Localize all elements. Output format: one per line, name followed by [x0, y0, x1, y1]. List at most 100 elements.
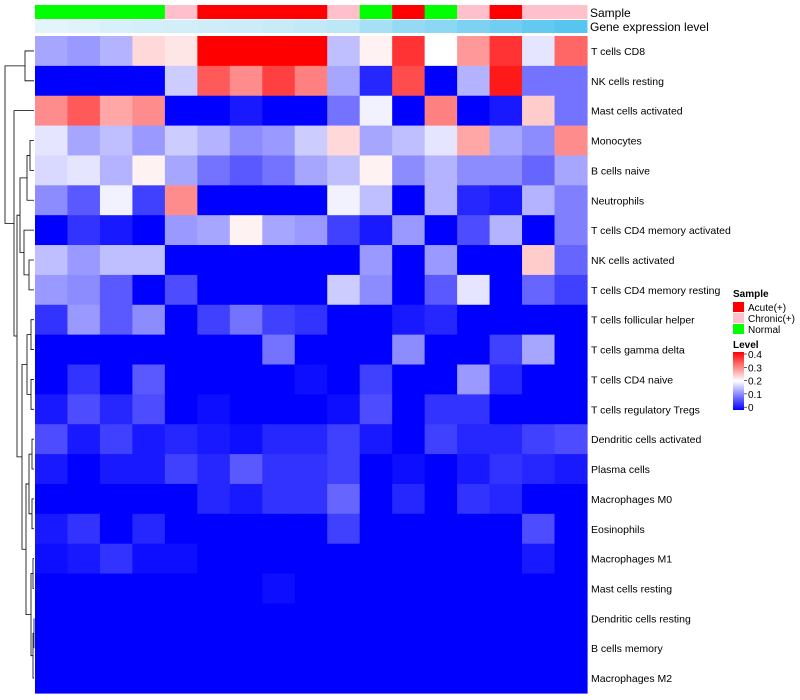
- gene-expression-annotation-cell: [229, 20, 263, 33]
- heatmap-cell: [229, 125, 263, 157]
- heatmap-cell: [35, 483, 69, 515]
- heatmap-cell: [294, 125, 328, 157]
- heatmap-cell: [35, 245, 69, 276]
- sample-legend-swatch: [733, 313, 744, 323]
- heatmap-cell: [132, 95, 166, 127]
- heatmap-cell: [262, 543, 296, 575]
- heatmap-cells: [35, 36, 588, 694]
- heatmap-cell: [457, 364, 491, 395]
- heatmap-cell: [327, 663, 361, 694]
- heatmap-cell: [457, 483, 491, 515]
- dendrogram-branch: [25, 483, 31, 616]
- heatmap-cell: [392, 663, 426, 694]
- heatmap-cell: [522, 424, 556, 455]
- heatmap-cell: [294, 513, 328, 545]
- row-label: T cells regulatory Tregs: [591, 404, 700, 416]
- dendrogram-branch: [28, 259, 34, 291]
- gene-expression-annotation-cell: [67, 20, 101, 33]
- heatmap-cell: [424, 274, 458, 306]
- sample-annotation-cell: [35, 5, 68, 19]
- heatmap-cell: [554, 36, 588, 67]
- heatmap-cell: [67, 483, 101, 515]
- sample-annotation-cell: [164, 5, 198, 19]
- heatmap-cell: [424, 424, 458, 455]
- heatmap-cell: [522, 603, 556, 634]
- gene-expression-annotation-cell: [489, 20, 523, 33]
- heatmap-cell: [197, 185, 231, 216]
- gene-expression-annotation-cell: [99, 20, 133, 33]
- heatmap-cell: [392, 36, 426, 67]
- heatmap-cell: [197, 36, 231, 67]
- gene-expression-annotation-cell: [35, 20, 68, 33]
- heatmap-cell: [392, 513, 426, 545]
- heatmap-cell: [67, 424, 101, 455]
- heatmap-cell: [132, 603, 166, 634]
- row-label: Dendritic cells activated: [591, 434, 701, 446]
- heatmap-cell: [262, 215, 296, 246]
- column-annotations: [35, 5, 588, 33]
- row-label: Mast cells resting: [591, 583, 672, 595]
- heatmap-cell: [99, 274, 134, 306]
- dendrogram-branch: [26, 155, 34, 201]
- heatmap-cell: [35, 304, 69, 336]
- heatmap-cell: [392, 155, 426, 186]
- heatmap-cell: [229, 394, 263, 425]
- heatmap-cell: [424, 663, 458, 694]
- sample-annotation-cell: [99, 5, 133, 19]
- heatmap-cell: [294, 304, 328, 336]
- heatmap-cell: [132, 155, 166, 186]
- heatmap-cell: [392, 364, 426, 395]
- heatmap-cell: [424, 543, 458, 575]
- gene-expression-annotation-cell: [197, 20, 231, 33]
- heatmap-cell: [554, 633, 588, 664]
- heatmap-cell: [229, 633, 263, 664]
- level-legend-tick-label: 0.1: [748, 390, 762, 401]
- heatmap-cell: [99, 483, 134, 515]
- heatmap-cell: [424, 513, 458, 545]
- sample-annotation-label: Sample: [590, 6, 631, 20]
- heatmap-cell: [424, 394, 458, 425]
- heatmap-cell: [197, 424, 231, 455]
- heatmap-cell: [424, 454, 458, 485]
- heatmap-cell: [327, 65, 361, 97]
- sample-annotation-cell: [229, 5, 263, 19]
- heatmap-cell: [132, 304, 166, 336]
- heatmap-cell: [392, 573, 426, 605]
- gene-expression-annotation-cell: [554, 20, 588, 33]
- heatmap-cell: [554, 364, 588, 395]
- sample-annotation-cell: [197, 5, 231, 19]
- heatmap-cell: [132, 543, 166, 575]
- heatmap-cell: [67, 663, 101, 694]
- heatmap-cell: [522, 65, 556, 97]
- heatmap-cell: [522, 663, 556, 694]
- heatmap-cell: [359, 95, 393, 127]
- sample-annotation-cell: [424, 5, 458, 19]
- heatmap-cell: [489, 364, 523, 395]
- heatmap-cell: [554, 304, 588, 336]
- heatmap-cell: [522, 573, 556, 605]
- heatmap-cell: [294, 573, 328, 605]
- dendrogram-branch: [29, 140, 34, 171]
- gene-expression-annotation-label: Gene expression level: [590, 20, 709, 34]
- heatmap-cell: [35, 155, 69, 186]
- heatmap-cell: [522, 334, 556, 366]
- heatmap-cell: [164, 543, 198, 575]
- heatmap-cell: [424, 483, 458, 515]
- row-label: B cells memory: [591, 643, 664, 655]
- heatmap-cell: [262, 304, 296, 336]
- dendrogram-branch: [31, 438, 34, 470]
- heatmap-cell: [457, 633, 491, 664]
- heatmap-cell: [132, 245, 166, 276]
- heatmap-cell: [522, 125, 556, 157]
- level-legend-title: Level: [733, 340, 759, 351]
- heatmap-cell: [294, 245, 328, 276]
- heatmap-cell: [554, 603, 588, 634]
- heatmap-cell: [522, 394, 556, 425]
- heatmap-cell: [35, 185, 69, 216]
- dendrogram-branch: [30, 319, 34, 350]
- heatmap-cell: [359, 334, 393, 366]
- heatmap-cell: [554, 215, 588, 246]
- heatmap-cell: [294, 155, 328, 186]
- row-label: T cells CD4 naive: [591, 374, 673, 386]
- heatmap-cell: [457, 185, 491, 216]
